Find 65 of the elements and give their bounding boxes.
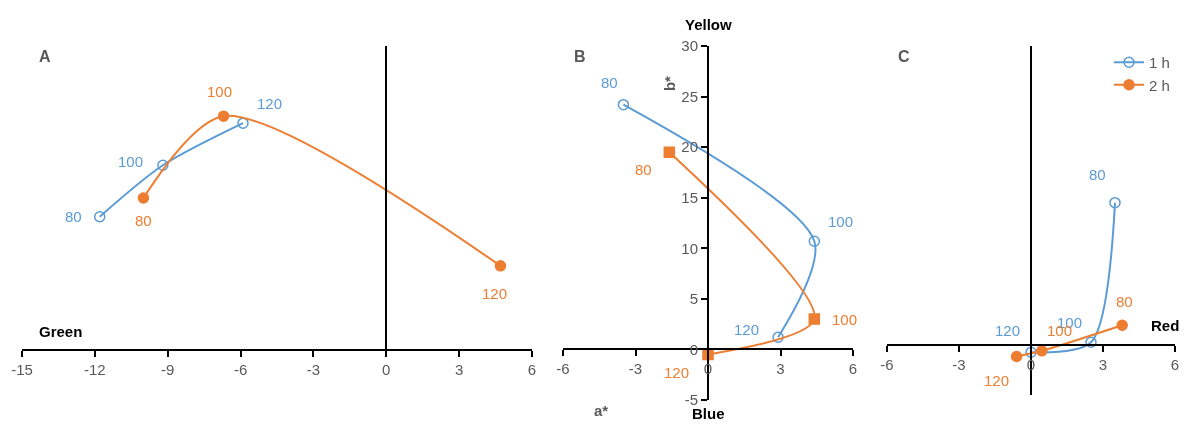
annotation: 80: [601, 74, 618, 91]
text: Yellow: [685, 16, 733, 33]
x-tick-label: 3: [454, 361, 464, 378]
x-tick-label: -6: [556, 360, 570, 378]
point: [1116, 319, 1128, 331]
x-tick-label: -9: [161, 361, 175, 378]
x-tick-label: 6: [1170, 356, 1180, 374]
legend-label: 2 h: [1149, 76, 1170, 94]
y-tick-label: 5: [689, 290, 698, 308]
x-tick-label: -3: [628, 360, 643, 378]
y-tick-label: 20: [681, 138, 698, 156]
point: [1010, 350, 1023, 363]
x-tick-label: 3: [776, 360, 785, 378]
point: [494, 260, 507, 272]
point: [1025, 346, 1037, 359]
x-tick-label: -6: [880, 356, 894, 374]
point: [663, 146, 676, 158]
chart-title: B: [574, 48, 586, 65]
x-axis-title: Red: [1151, 317, 1180, 334]
annotation: 80: [635, 161, 652, 178]
point: [157, 159, 169, 172]
annotation: 100: [207, 83, 233, 100]
x-tick-label: 6: [848, 360, 858, 378]
x-tick-label: 6: [527, 361, 537, 378]
x-tick-label: 0: [382, 361, 391, 378]
x-tick-label: -3: [952, 356, 966, 374]
y-tick-label: 15: [681, 188, 698, 206]
annotation: 100: [118, 153, 144, 170]
point: [137, 192, 150, 204]
chart-title: A: [39, 48, 51, 65]
annotation: 120: [664, 364, 690, 381]
y-tick-label: 25: [681, 87, 698, 105]
legend-label: 1 h: [1149, 54, 1170, 72]
annotation: 100: [828, 213, 854, 230]
annotation: 80: [1089, 166, 1106, 183]
point: [1109, 196, 1121, 209]
annotation: 80: [135, 212, 152, 229]
point: [808, 313, 821, 325]
annotation: 120: [995, 322, 1021, 339]
x-tick-label: -15: [11, 361, 33, 378]
y-axis-title: b*: [661, 75, 679, 92]
x-axis-title: a*: [594, 402, 609, 419]
point: [217, 110, 230, 122]
annotation: 80: [65, 208, 82, 225]
x-tick-label: -12: [84, 361, 106, 378]
annotation: 100: [832, 311, 858, 328]
annotation: 80: [1116, 293, 1133, 310]
annotation: 120: [482, 285, 508, 302]
chart-title: C: [898, 48, 910, 65]
x-tick-label: -3: [306, 361, 321, 378]
annotation: 120: [257, 95, 283, 112]
point: [1036, 345, 1048, 357]
point: [808, 235, 821, 247]
x-tick-label: 3: [1098, 356, 1108, 374]
y-tick-label: 10: [681, 239, 698, 257]
point: [772, 331, 784, 344]
y-tick-label: 30: [681, 37, 698, 55]
annotation: 120: [984, 372, 1010, 389]
x-axis-title: Green: [39, 323, 83, 340]
x-tick-label: -6: [233, 361, 248, 378]
point: [93, 210, 106, 223]
annotation: 120: [734, 321, 760, 338]
point: [237, 117, 249, 129]
point: [1085, 336, 1097, 349]
point: [617, 98, 630, 111]
